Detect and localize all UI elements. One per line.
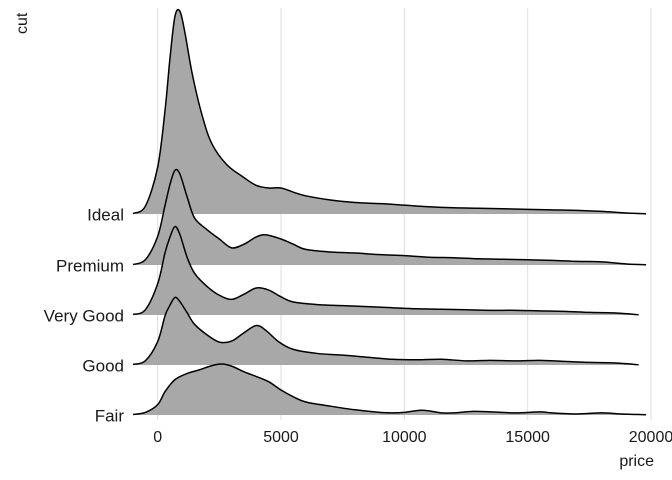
x-tick-label-10000: 10000 — [382, 429, 427, 446]
ridge-outline — [132, 225, 639, 316]
category-label-fair: Fair — [95, 406, 125, 425]
ridge-ideal — [132, 8, 647, 215]
ridge-fill — [133, 297, 639, 365]
ridge-very-good — [132, 225, 639, 316]
ridges — [132, 8, 647, 416]
ridge-outline — [132, 363, 647, 416]
x-tick-labels: 0 5000 10000 15000 20000 — [153, 429, 672, 446]
category-label-very-good: Very Good — [44, 306, 124, 325]
ridge-fill — [133, 9, 647, 214]
category-labels: Fair Good Very Good Premium Ideal — [44, 205, 125, 425]
x-tick-label-15000: 15000 — [505, 429, 550, 446]
ridge-outline — [132, 8, 647, 215]
category-label-ideal: Ideal — [87, 205, 124, 224]
ridge-fill — [133, 364, 647, 415]
ridge-premium — [132, 168, 647, 266]
ridge-fair — [132, 363, 647, 416]
category-label-good: Good — [82, 356, 124, 375]
ridge-fill — [133, 226, 639, 315]
x-tick-label-5000: 5000 — [263, 429, 299, 446]
ridge-fill — [133, 169, 647, 265]
ridge-outline — [132, 168, 647, 266]
x-tick-label-20000: 20000 — [629, 429, 672, 446]
x-axis-title: price — [619, 453, 654, 470]
x-tick-label-0: 0 — [153, 429, 162, 446]
category-label-premium: Premium — [56, 256, 124, 275]
y-axis-title: cut — [14, 12, 31, 34]
ridge-outline — [132, 296, 639, 366]
ridge-good — [132, 296, 639, 366]
